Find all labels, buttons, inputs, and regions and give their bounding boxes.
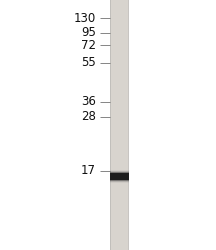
Bar <box>110 0 129 250</box>
Text: 72: 72 <box>81 39 96 52</box>
Text: 130: 130 <box>74 12 96 24</box>
Text: 17: 17 <box>81 164 96 177</box>
Text: 36: 36 <box>81 96 96 108</box>
Bar <box>110 170 129 183</box>
Text: 55: 55 <box>81 56 96 70</box>
Bar <box>110 171 129 181</box>
Bar <box>110 0 111 250</box>
Bar <box>110 173 129 180</box>
Bar <box>128 0 129 250</box>
Text: 95: 95 <box>81 26 96 40</box>
Text: 28: 28 <box>81 110 96 124</box>
Bar <box>110 172 129 180</box>
